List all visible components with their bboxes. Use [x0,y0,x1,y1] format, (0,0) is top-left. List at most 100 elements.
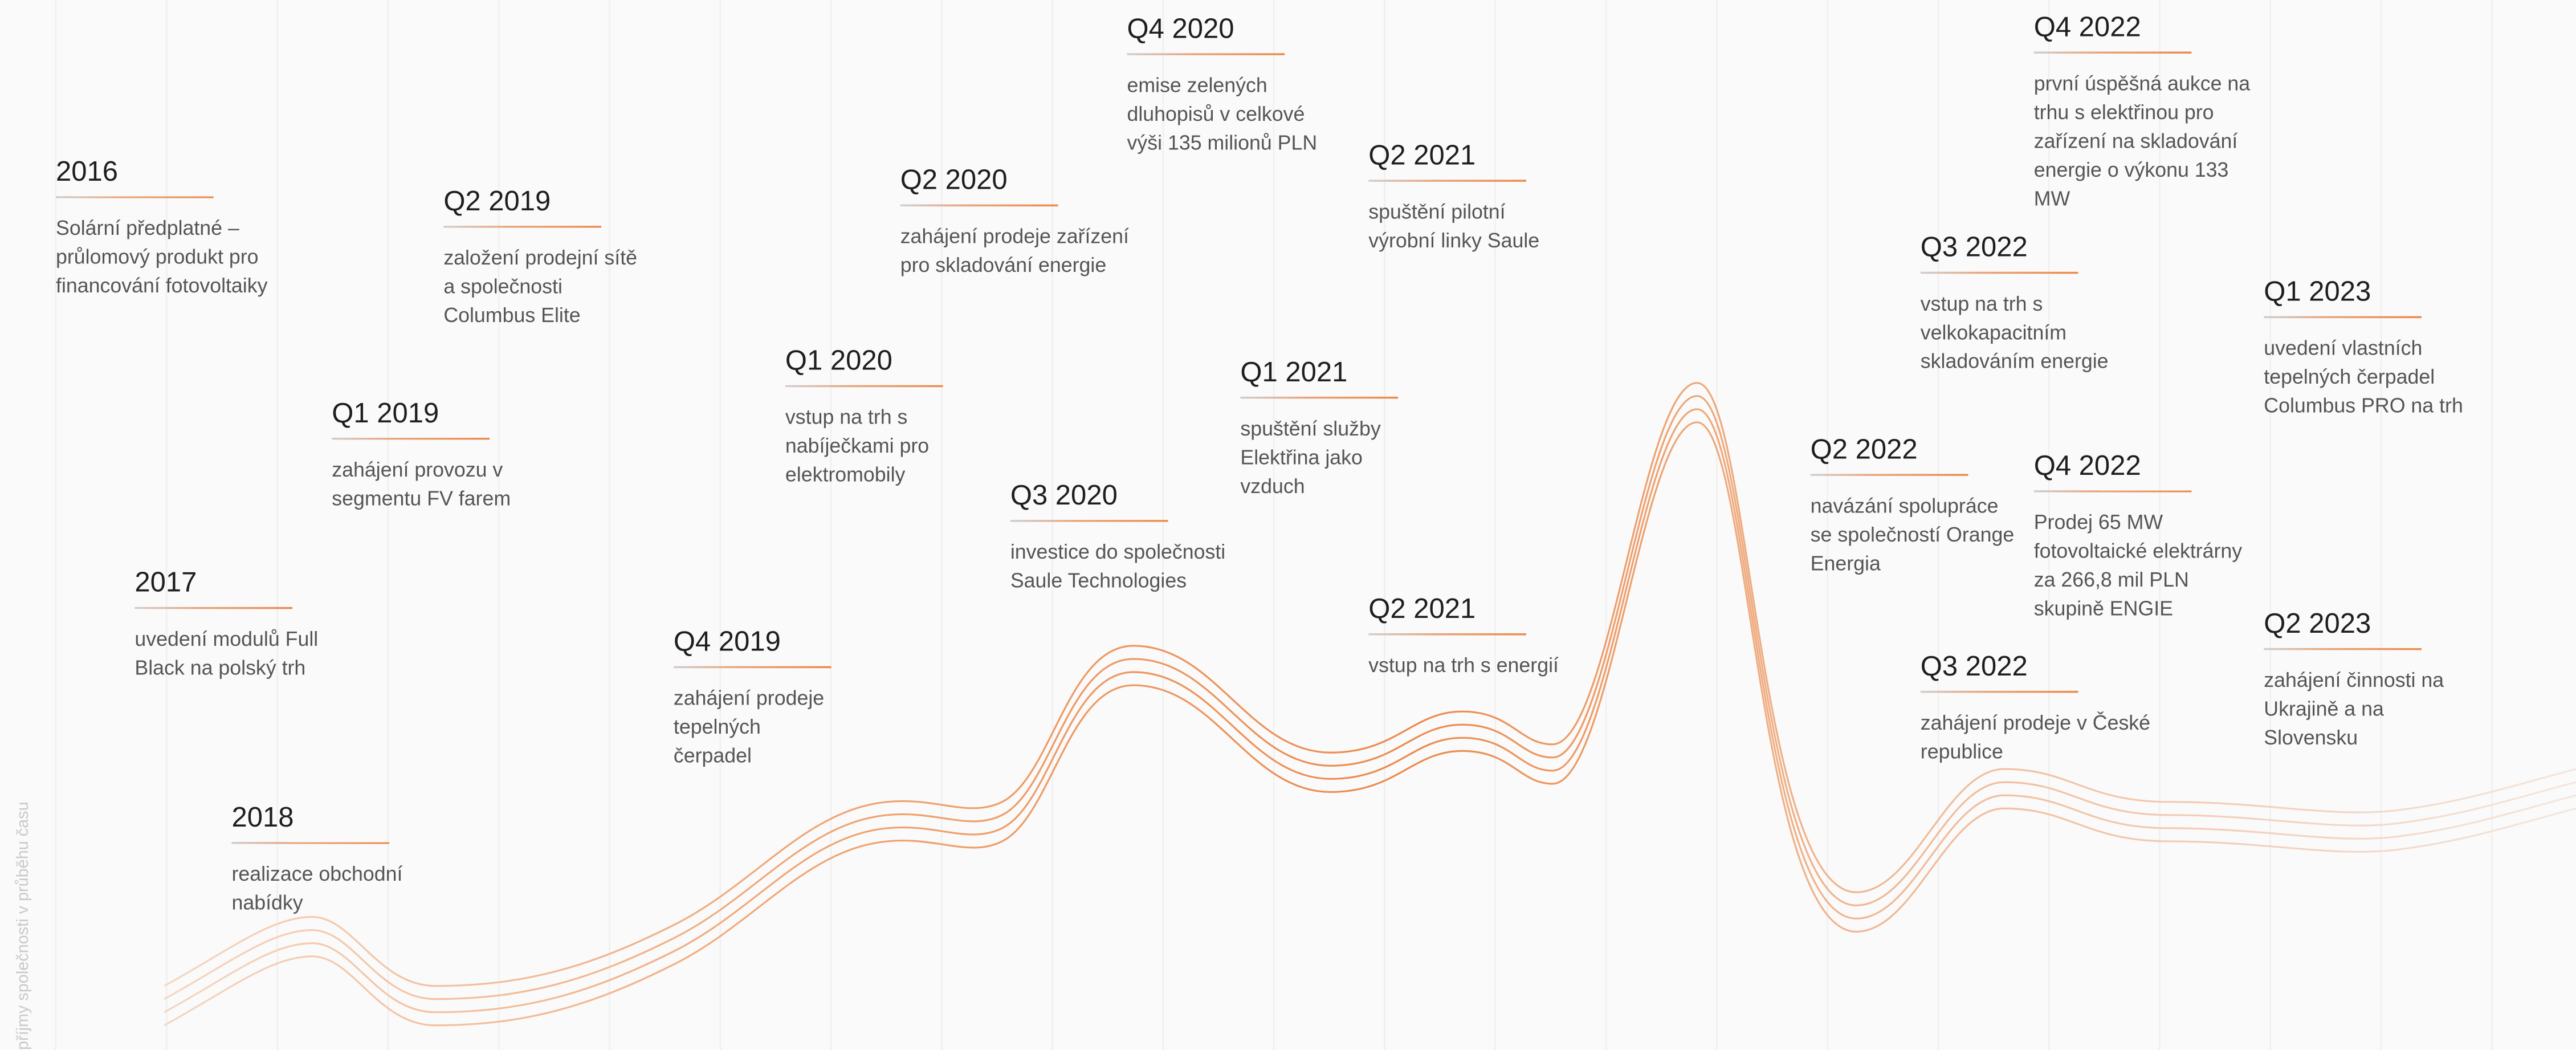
event-text: investice do společnosti [1010,540,1225,563]
event-text: MW [2034,187,2070,210]
event-text: emise zelených [1127,74,1267,96]
curve-strand [164,395,2576,1000]
event-text: spuštění pilotní [1368,200,1505,223]
event: Q3 2020 investice do společnosti Saule Tec… [1010,480,1225,592]
event-period: Q1 2020 [785,345,892,376]
event-text: fotovoltaické elektrárny [2034,540,2243,563]
event-text: vstup na trh s energií [1368,654,1559,677]
event: 2018 realizace obchodní nabídky [231,802,403,914]
event-text: Prodej 65 MW [2034,511,2163,534]
event-text: a společnosti [443,275,563,298]
event-text: vstup na trh s [785,406,908,429]
event-text: elektromobily [785,463,906,486]
event-text: tepelných čerpadel [2264,365,2435,388]
event-text: Ukrajině a na [2264,697,2384,720]
event: 2016 Solární předplatné – průlomový produk… [56,156,268,297]
event-period: Q3 2020 [1010,480,1118,511]
event-period: Q2 2021 [1368,140,1476,170]
event: Q2 2021 vstup na trh s energií [1368,593,1559,677]
event-text: republice [1921,740,2003,763]
event-text: segmentu FV farem [332,487,511,510]
event-text: výši 135 milionů PLN [1127,131,1318,154]
event-text: spuštění služby [1240,417,1380,440]
event-text: za 266,8 mil PLN [2034,568,2189,591]
event-period: Q2 2019 [443,186,551,217]
event-text: založení prodejní sítě [443,246,637,269]
revenue-curve [164,382,2576,1027]
event-text: Solární předplatné – [56,217,239,239]
event: Q2 2023 zahájení činnosti na Ukrajině a na… [2264,608,2444,749]
event-text: velkokapacitním [1921,321,2066,344]
event-text: navázání spolupráce [1811,494,1999,517]
event-text: vstup na trh s [1921,292,2043,315]
event-text: Columbus PRO na trh [2264,394,2463,417]
event-text: skladováním energie [1921,350,2109,373]
curve-strand [164,382,2576,987]
event: Q2 2021 spuštění pilotní výrobní linky Sau… [1368,140,1539,252]
axis-label: příjmy společnosti v průběhu času [14,801,32,1050]
event-period: Q1 2021 [1240,357,1347,388]
event: Q1 2023 uvedení vlastních tepelných čerpad… [2264,276,2463,417]
event-text: Columbus Elite [443,304,580,327]
event-text: čerpadel [674,744,752,767]
event: Q4 2022 Prodej 65 MW fotovoltaické elektrá… [2033,450,2243,620]
event-period: Q3 2022 [1921,232,2028,263]
event-period: 2018 [231,802,294,833]
event-text: vzduch [1240,475,1305,498]
event-text: trhu s elektřinou pro [2034,101,2214,124]
event-text: zahájení prodeje [674,687,824,710]
event-text: průlomový produkt pro [56,246,259,268]
event-period: Q3 2022 [1921,651,2028,682]
curve-strand [164,421,2576,1027]
event-text: nabíječkami pro [785,434,929,457]
event-text: Black na polský trh [134,656,305,679]
event: Q4 2022 první úspěšná aukce na trhu s elek… [2033,11,2251,210]
event-text: dluhopisů v celkové [1127,103,1305,125]
event-text: uvedení modulů Full [134,628,318,650]
events: 2016 Solární předplatné – průlomový produk… [56,11,2463,914]
event-text: zahájení činnosti na [2264,669,2444,691]
event-period: Q2 2022 [1811,434,1918,465]
event: Q1 2019 zahájení provozu v segmentu FV far… [332,398,511,510]
event-text: první úspěšná aukce na [2034,72,2251,95]
event-period: Q2 2020 [900,165,1008,196]
event-text: zařízení na skladování [2034,129,2238,152]
event-period: Q4 2019 [674,626,781,657]
event: Q3 2022 zahájení prodeje v České republice [1920,651,2150,763]
event-text: uvedení vlastních [2264,337,2422,360]
event-text: pro skladování energie [900,254,1107,276]
event-period: Q2 2021 [1368,593,1476,624]
grid-lines [55,0,2493,1050]
event: Q3 2022 vstup na trh s velkokapacitním skla… [1920,232,2109,373]
event: Q4 2020 emise zelených dluhopisů v celkové… [1127,13,1318,154]
event-text: Elektřina jako [1240,446,1363,469]
event-text: Energia [1811,552,1881,575]
event-text: Slovensku [2264,726,2358,749]
event-period: Q1 2019 [332,398,439,429]
event-text: zahájení provozu v [332,458,503,481]
event-period: Q1 2023 [2264,276,2371,307]
event-text: zahájení prodeje v České [1921,711,2150,734]
event: Q1 2021 spuštění služby Elektřina jako vzdu… [1240,357,1399,498]
event-text: výrobní linky Saule [1368,229,1539,252]
event-period: Q2 2023 [2264,608,2371,639]
event: Q2 2019 založení prodejní sítě a společnos… [443,186,637,327]
event: Q2 2020 zahájení prodeje zařízení pro skla… [900,165,1129,276]
event-period: Q4 2020 [1127,13,1234,44]
event: 2017 uvedení modulů Full Black na polský t… [134,567,318,679]
event-text: zahájení prodeje zařízení [900,225,1129,248]
event: Q4 2019 zahájení prodeje tepelných čerpadel [673,626,832,767]
event-text: Saule Technologies [1010,569,1187,592]
event-period: 2016 [56,156,118,187]
event-text: skupině ENGIE [2034,597,2173,620]
event-text: financování fotovoltaiky [56,274,268,297]
event: Q2 2022 navázání spolupráce se společností… [1810,434,2015,575]
event-text: se společností Orange [1811,523,2015,546]
event-period: Q4 2022 [2034,11,2141,42]
event-text: realizace obchodní [231,862,402,885]
event: Q1 2020 vstup na trh s nabíječkami pro elek… [785,345,943,486]
event-text: energie o výkonu 133 [2034,158,2229,181]
event-text: nabídky [231,892,303,914]
event-period: Q4 2022 [2034,450,2141,481]
